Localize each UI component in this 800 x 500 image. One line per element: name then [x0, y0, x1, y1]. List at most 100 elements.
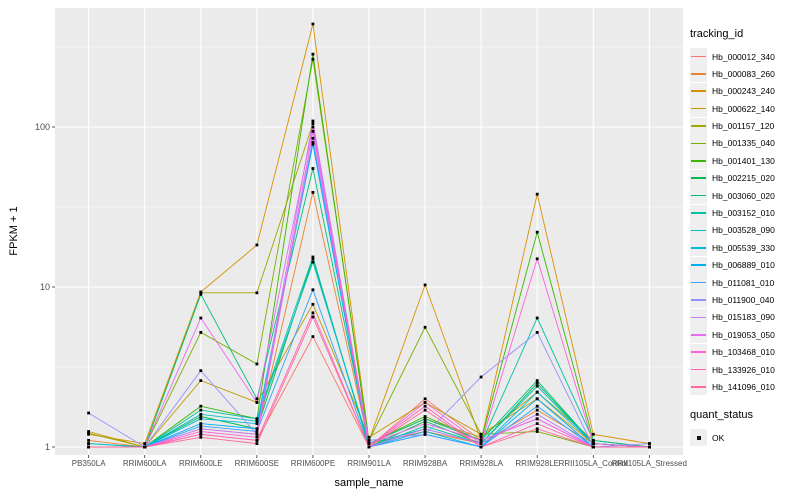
data-point [648, 442, 651, 445]
x-tick-label: RRIM600LE [178, 459, 223, 468]
data-point [535, 427, 539, 431]
data-point [199, 292, 203, 296]
legend-key [690, 326, 707, 344]
legend-quant-status: quant_status OK [690, 409, 800, 447]
data-point [143, 445, 147, 449]
legend-item: Hb_000243_240 [690, 82, 800, 100]
data-point [311, 255, 315, 259]
data-point [423, 415, 427, 418]
legend-item: Hb_103468_010 [690, 343, 800, 361]
legend-swatch-line [691, 90, 706, 93]
legend: tracking_id Hb_000012_340 Hb_000083_260 Hb… [690, 28, 800, 447]
y-tick-label: 1 [44, 442, 50, 452]
data-point [423, 404, 427, 408]
data-point [535, 192, 539, 196]
x-tick-label: RRII105LA_Control [558, 459, 628, 468]
legend-swatch-line [691, 107, 706, 110]
legend-key [690, 100, 707, 118]
data-point [479, 445, 483, 449]
data-point [255, 422, 259, 425]
data-point [423, 422, 427, 425]
legend-key [690, 291, 707, 309]
data-point [255, 419, 259, 423]
data-point [423, 432, 427, 436]
data-point [255, 430, 259, 433]
data-point [311, 288, 315, 292]
legend-swatch-line [691, 368, 706, 371]
data-point [199, 415, 203, 418]
data-point [255, 432, 259, 436]
legend-swatch-line [691, 125, 706, 127]
data-point [311, 22, 315, 26]
data-point [199, 379, 203, 382]
data-point [199, 408, 203, 412]
data-point [535, 408, 539, 412]
legend-key [690, 361, 707, 379]
legend-item-label: Hb_001335_040 [712, 138, 775, 149]
x-tick-label: RRIM928LE [515, 459, 559, 468]
legend-key [690, 308, 707, 326]
data-point [199, 432, 203, 436]
data-point [311, 119, 315, 123]
data-point [535, 316, 539, 320]
data-point [535, 257, 539, 261]
data-point [535, 381, 539, 385]
data-point [199, 424, 203, 428]
legend-item-label: Hb_103468_010 [712, 347, 775, 358]
data-point [87, 430, 90, 433]
data-point [535, 390, 539, 394]
legend-swatch-line [691, 55, 706, 58]
ok-legend-key [690, 429, 707, 447]
data-point [255, 439, 259, 442]
data-point [199, 430, 203, 433]
data-point [367, 445, 371, 449]
data-point [255, 427, 259, 431]
data-point [143, 442, 147, 445]
data-point [591, 442, 595, 445]
x-axis-title: sample_name [334, 477, 404, 489]
data-point [311, 129, 315, 133]
data-point [199, 316, 203, 320]
legend-item-ok: OK [690, 429, 800, 447]
legend-item-label: Hb_000622_140 [712, 103, 775, 114]
data-point [199, 435, 203, 439]
legend-item: Hb_133926_010 [690, 361, 800, 379]
legend-item: Hb_000012_340 [690, 48, 800, 65]
legend-key [690, 134, 707, 152]
legend-item-label: Hb_015183_090 [712, 312, 775, 323]
data-point [199, 291, 203, 295]
legend-key [690, 239, 707, 257]
data-point [311, 302, 315, 306]
legend-item-label: Hb_003152_010 [712, 208, 775, 219]
data-point [87, 431, 90, 435]
data-point [423, 417, 427, 421]
data-point [591, 439, 595, 442]
legend-swatch-line [691, 351, 706, 353]
legend-key [690, 65, 707, 83]
data-point [311, 57, 315, 61]
data-point [367, 439, 371, 442]
legend-swatch-line [691, 299, 706, 301]
data-point [311, 311, 315, 315]
legend-item-label: Hb_011900_040 [712, 294, 775, 305]
data-point [535, 397, 539, 401]
data-point [255, 362, 259, 366]
legend-item-label: Hb_001157_120 [712, 121, 775, 132]
legend-key [690, 343, 707, 361]
legend-item-label: Hb_141096_010 [712, 381, 775, 392]
data-point [199, 417, 203, 421]
legend-item: Hb_000622_140 [690, 100, 800, 118]
data-point [199, 412, 203, 416]
legend-key [690, 169, 707, 187]
data-point [199, 369, 203, 373]
data-point [591, 445, 595, 449]
x-tick-label: PB350LA [71, 459, 106, 468]
legend-item: Hb_000083_260 [690, 65, 800, 83]
legend-item: Hb_011900_040 [690, 291, 800, 309]
legend-item-label: Hb_000083_260 [712, 68, 775, 79]
legend-item: Hb_003152_010 [690, 204, 800, 222]
legend-swatch-line [691, 194, 706, 197]
legend-item: Hb_003528_090 [690, 221, 800, 239]
legend-item: Hb_006889_010 [690, 256, 800, 274]
